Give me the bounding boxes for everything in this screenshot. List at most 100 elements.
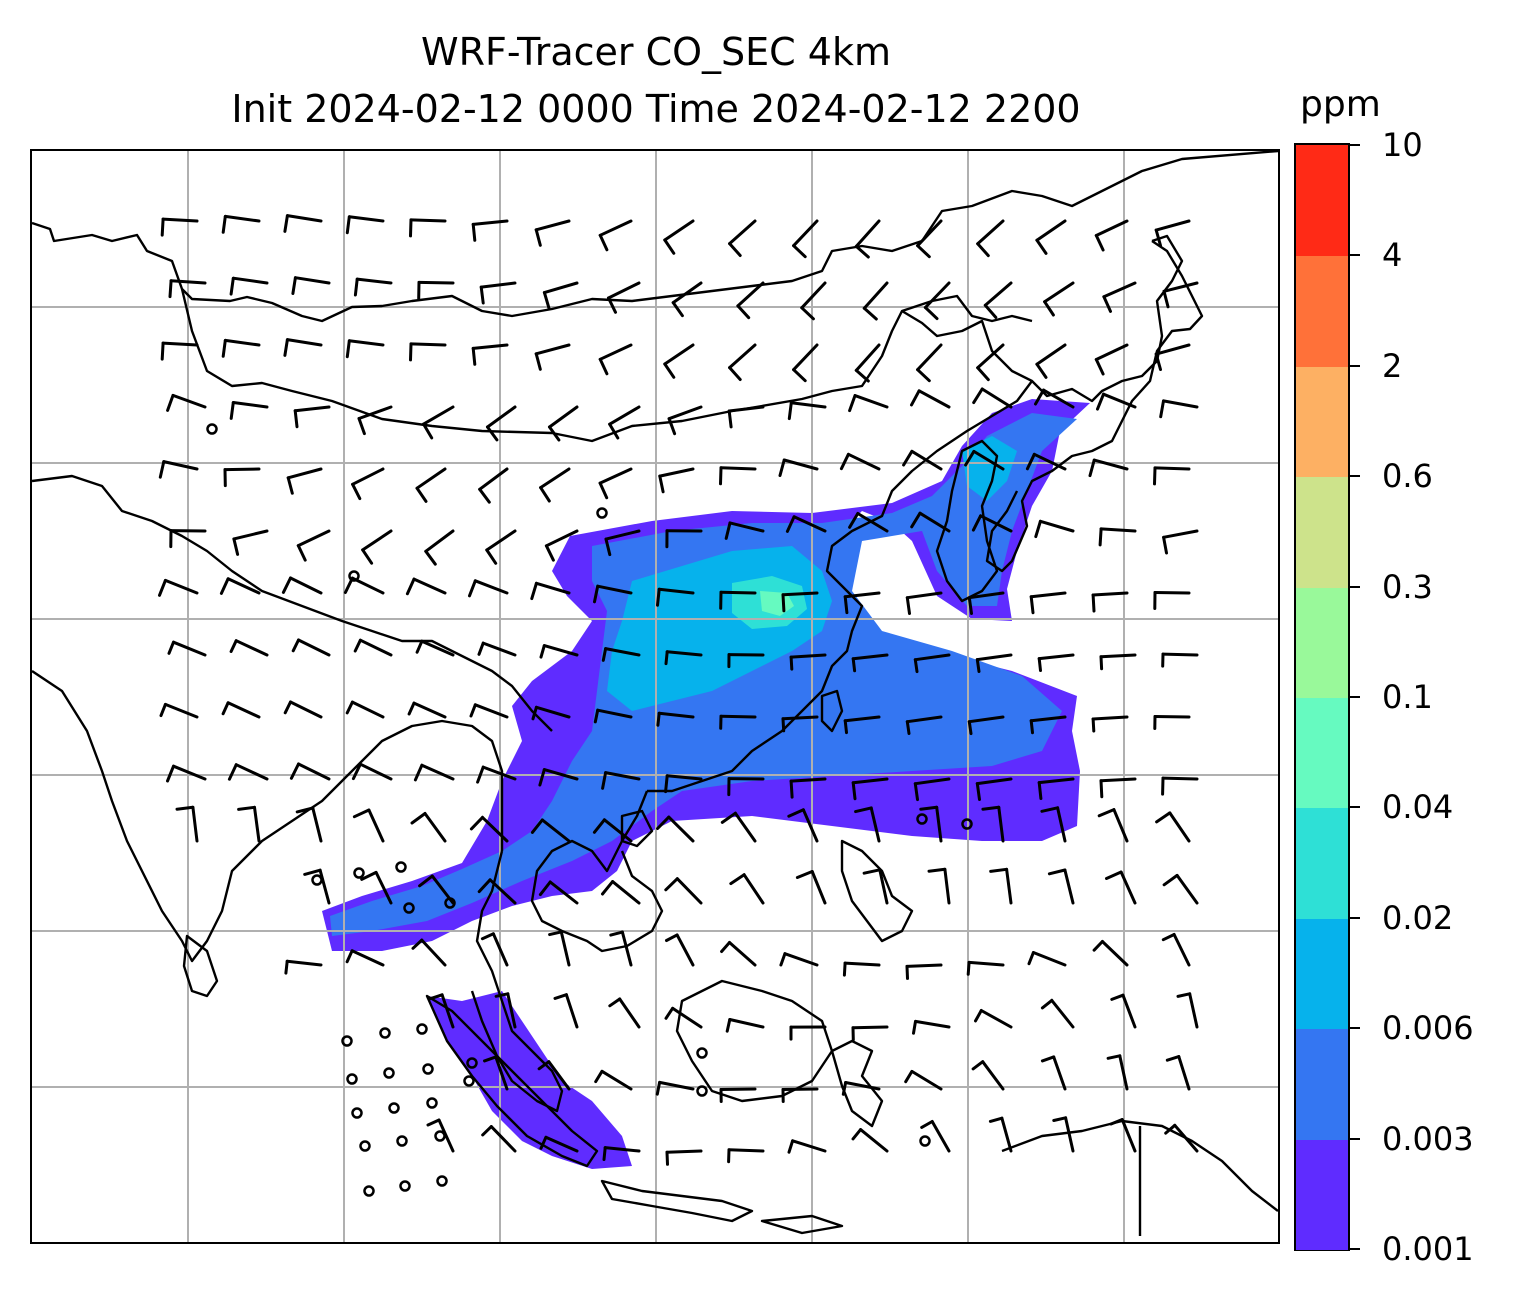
- wind-barb-flag: [221, 701, 230, 716]
- wind-barb: [374, 870, 393, 905]
- wind-barb: [665, 1149, 703, 1154]
- wind-barb-flag: [720, 811, 737, 824]
- calm-circle: [383, 1067, 395, 1079]
- wind-barb-flag: [905, 720, 911, 735]
- wind-barb: [1091, 591, 1129, 597]
- wind-barb-flag: [1109, 1118, 1124, 1126]
- wind-barb: [728, 343, 757, 370]
- wind-barb-flag: [981, 805, 1001, 811]
- wind-barb: [1175, 873, 1199, 905]
- wind-barb-flag: [913, 658, 919, 674]
- wind-barb-flag: [720, 941, 731, 953]
- wind-barb: [539, 467, 571, 490]
- wind-barb-flag: [919, 805, 939, 811]
- wind-barb-flag: [219, 577, 230, 595]
- wind-barb: [437, 1118, 455, 1153]
- wind-barb: [534, 343, 571, 356]
- calm-circle: [961, 818, 973, 830]
- calm-circle: [353, 867, 365, 879]
- wind-barb-flag: [728, 366, 742, 381]
- colorbar-tick: [1350, 916, 1360, 919]
- wind-barb-flag: [289, 762, 300, 780]
- wind-barb: [534, 705, 571, 719]
- wind-barb: [440, 993, 455, 1029]
- wind-barb-flag: [1094, 234, 1105, 252]
- wind-barb-flag: [345, 339, 351, 359]
- wind-barb: [485, 529, 517, 552]
- wind-barb-flag: [357, 417, 366, 436]
- wind-barb-flag: [1153, 466, 1157, 486]
- wind-barb-flag: [534, 352, 542, 371]
- wind-barb-flag: [608, 997, 622, 1008]
- wind-barb: [671, 281, 703, 305]
- wind-barb-flag: [415, 486, 428, 503]
- wind-barb-flag: [789, 655, 794, 671]
- wind-barb: [232, 529, 269, 541]
- wind-barb: [1094, 219, 1129, 237]
- wind-barb: [231, 276, 269, 285]
- wind-barb: [1037, 777, 1075, 785]
- wind-barb-flag: [789, 779, 794, 799]
- wind-barb: [663, 343, 695, 366]
- wind-barb-flag: [787, 808, 805, 818]
- wind-barb-flag: [415, 639, 424, 654]
- wind-barb-flag: [724, 521, 732, 540]
- colorbar-tick: [1350, 1137, 1360, 1140]
- wind-barb: [792, 219, 819, 248]
- colorbar-tick: [1350, 696, 1360, 698]
- wind-barb: [285, 214, 323, 223]
- wind-barb: [983, 281, 1013, 307]
- wind-barb: [667, 405, 703, 421]
- wind-barb-flag: [655, 1080, 662, 1096]
- wind-barb-flag: [351, 482, 362, 501]
- colorbar-tick-label: 0.003: [1382, 1119, 1474, 1158]
- wind-barb: [163, 702, 199, 719]
- wind-barb: [422, 405, 455, 426]
- wind-barb-flag: [351, 762, 362, 781]
- colorbar-tick-label: 2: [1382, 346, 1403, 385]
- coastline-mongolia-border: [180, 288, 1033, 443]
- wind-barb-flag: [360, 870, 378, 881]
- wind-barb: [544, 1135, 579, 1153]
- wind-barb: [564, 993, 579, 1029]
- wind-barb: [878, 868, 889, 905]
- wind-barb-flag: [975, 658, 981, 673]
- wind-barb: [851, 1025, 889, 1030]
- colorbar-tick-label: 0.6: [1382, 457, 1433, 496]
- wind-barb-flag: [471, 222, 477, 242]
- wind-barb: [844, 1081, 881, 1091]
- wind-barb: [851, 653, 889, 661]
- colorbar-tick-label: 0.001: [1382, 1230, 1474, 1268]
- wind-barb: [1035, 219, 1067, 242]
- wind-barb-flag: [284, 959, 289, 975]
- wind-barb: [350, 949, 385, 967]
- wind-barb-flag: [405, 577, 416, 596]
- wind-barb: [979, 1009, 1013, 1029]
- wind-barb: [869, 806, 881, 843]
- colorbar-unit: ppm: [1300, 84, 1381, 125]
- wind-barb-flag: [601, 647, 608, 662]
- wind-barb-flag: [1096, 392, 1105, 411]
- calm-circle: [444, 897, 456, 909]
- wind-barb: [943, 867, 951, 905]
- wind-barb: [667, 815, 695, 843]
- colorbar-segment: [1296, 255, 1348, 367]
- wind-barb-flag: [1099, 779, 1104, 799]
- colorbar-segment: [1296, 807, 1348, 919]
- wind-barb-flag: [841, 1081, 848, 1096]
- wind-barb: [719, 714, 757, 719]
- wind-barb: [506, 992, 517, 1029]
- calm-markers: [206, 423, 973, 1197]
- calm-circle: [311, 874, 323, 886]
- wind-barb-flag: [303, 868, 322, 876]
- wind-barb: [1099, 777, 1137, 783]
- wind-barb-flag: [483, 1055, 498, 1063]
- wind-barb-flag: [910, 389, 921, 407]
- wind-barb: [853, 394, 889, 409]
- wind-barb: [415, 467, 447, 490]
- wind-barb: [1102, 392, 1137, 409]
- wind-barb: [997, 805, 1005, 843]
- wind-barb: [791, 1139, 827, 1153]
- wind-barb-flag: [281, 576, 292, 594]
- wind-barb: [843, 591, 881, 599]
